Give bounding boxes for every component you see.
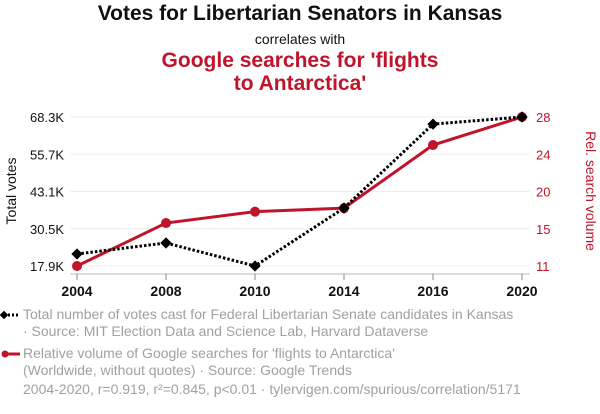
series-searches-point xyxy=(161,218,171,229)
series-searches-line xyxy=(76,115,523,268)
y-left-tick-label: 30.5K xyxy=(30,222,64,237)
series-votes-point xyxy=(71,248,83,260)
y-left-tick-label: 68.3K xyxy=(30,110,64,125)
series-votes-point xyxy=(160,237,172,249)
x-tick-label: 2014 xyxy=(328,283,359,299)
y-left-tick-label: 55.7K xyxy=(30,147,64,162)
y-left-tick-label: 43.1K xyxy=(30,185,64,200)
x-tick-label: 2008 xyxy=(150,283,181,299)
series-group xyxy=(71,111,528,272)
chart-title-secondary-line1: Google searches for 'flights xyxy=(161,49,439,72)
x-tick-label: 2010 xyxy=(239,283,270,299)
y-axis-label-left: Total votes xyxy=(3,158,19,225)
grid-lines xyxy=(70,116,530,267)
x-tick-label: 2020 xyxy=(506,283,537,299)
series-votes-line xyxy=(76,115,523,268)
y-right-tick-label: 15 xyxy=(536,222,550,237)
footer-stats: 2004-2020, r=0.919, r²=0.845, p<0.01 · t… xyxy=(23,381,521,397)
y-right-tick-label: 11 xyxy=(536,259,550,274)
series-votes-point xyxy=(516,111,528,123)
chart-title: Votes for Libertarian Senators in Kansas xyxy=(97,2,503,25)
legend-searches-line1: Relative volume of Google searches for '… xyxy=(23,345,395,361)
y-right-tick-label: 20 xyxy=(536,185,550,200)
legend-marker-searches xyxy=(1,350,20,358)
chart-title-secondary-line2: to Antarctica' xyxy=(233,72,367,95)
x-axis: 2004 2008 2010 2014 2016 2020 xyxy=(61,273,538,299)
chart-subtitle: correlates with xyxy=(254,31,346,47)
series-votes-point xyxy=(338,202,350,214)
chart-title-secondary: Google searches for 'flights to Antarcti… xyxy=(0,49,600,95)
series-searches-point xyxy=(428,140,438,151)
right-axis-ticks: 11 15 20 24 28 xyxy=(536,110,550,274)
y-axis-label-right: Rel. search volume xyxy=(583,131,599,251)
series-votes-point xyxy=(249,260,261,272)
y-right-tick-label: 24 xyxy=(536,147,550,162)
series-searches-point xyxy=(250,206,260,217)
series-votes-point xyxy=(427,118,439,130)
y-left-tick-label: 17.9K xyxy=(30,259,64,274)
legend-votes-line2: · Source: MIT Election Data and Science … xyxy=(23,323,429,339)
x-tick-label: 2004 xyxy=(61,283,92,299)
x-tick-label: 2016 xyxy=(417,283,448,299)
y-right-tick-label: 28 xyxy=(536,110,550,125)
left-axis-ticks: 17.9K 30.5K 43.1K 55.7K 68.3K xyxy=(30,110,64,274)
series-searches-point xyxy=(72,261,82,271)
legend-marker-votes xyxy=(0,310,20,320)
legend-searches-line2: (Worldwide, without quotes) · Source: Go… xyxy=(23,362,352,378)
legend-votes-line1: Total number of votes cast for Federal L… xyxy=(23,306,514,322)
